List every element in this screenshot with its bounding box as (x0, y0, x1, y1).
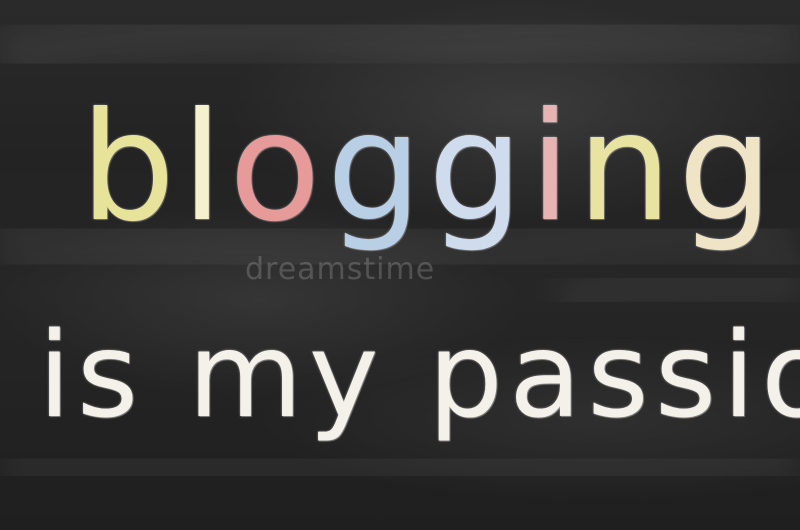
chalk-letter: g (326, 81, 428, 255)
chalk-letter: n (576, 81, 678, 255)
chalk-letter: l (181, 81, 229, 255)
watermark: dreamstime (245, 252, 436, 287)
chalk-phrase-is-my-passion: is my passion (38, 306, 800, 444)
chalk-word-blogging: blogging (80, 78, 800, 258)
chalk-letter: g (677, 81, 780, 255)
chalk-letter: o (228, 81, 327, 255)
chalk-letter: b (80, 81, 182, 255)
chalk-letter: i (529, 81, 577, 255)
chalk-letter: g (427, 81, 530, 255)
